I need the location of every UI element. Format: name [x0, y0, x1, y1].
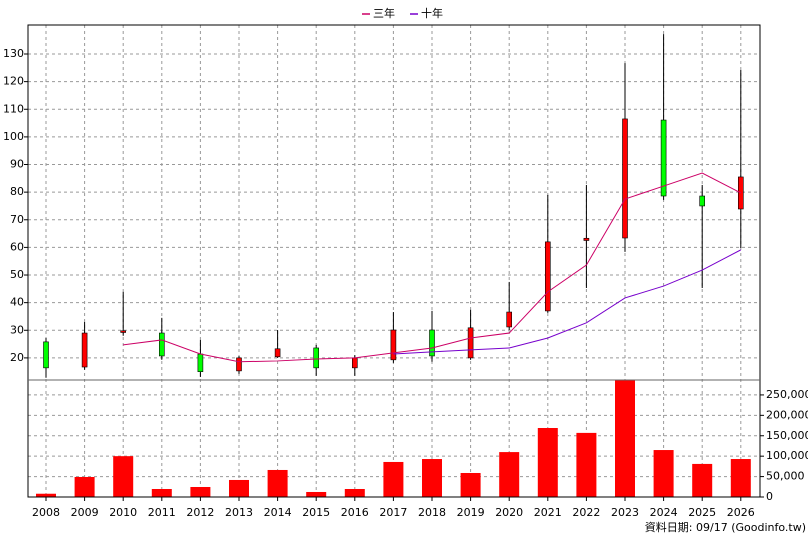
volume-bar: [730, 459, 751, 497]
y-tick-label: 250,000: [766, 388, 808, 401]
candle-body: [429, 329, 435, 357]
candle-body: [43, 341, 49, 369]
candle-body: [506, 311, 513, 328]
x-tick-label: 2024: [650, 506, 678, 519]
candle-body: [351, 357, 358, 369]
volume-bar: [74, 476, 95, 497]
y-tick-label: 80: [10, 185, 24, 198]
x-tick-label: 2023: [611, 506, 639, 519]
candle-body: [81, 332, 88, 368]
volume-bar: [267, 469, 288, 497]
x-tick-label: 2009: [71, 506, 99, 519]
x-tick-label: 2021: [534, 506, 562, 519]
volume-bar: [615, 380, 635, 497]
x-tick-label: 2013: [225, 506, 253, 519]
x-tick-label: 2010: [109, 506, 137, 519]
volume-bar: [499, 452, 520, 497]
volume-bar: [229, 479, 249, 497]
plot-frame: [27, 24, 761, 498]
source-note: 資料日期: 09/17 (Goodinfo.tw): [645, 520, 806, 534]
y-tick-label: 150,000: [766, 429, 808, 442]
x-tick-label: 2020: [495, 506, 523, 519]
candle-body: [313, 347, 320, 369]
y-tick-label: 70: [10, 213, 24, 226]
x-tick-label: 2017: [379, 506, 407, 519]
y-tick-label: 50,000: [766, 470, 805, 483]
candle-body: [467, 327, 474, 359]
x-tick-label: 2018: [418, 506, 446, 519]
volume-bar: [692, 463, 713, 497]
y-tick-label: 0: [766, 490, 773, 503]
candle-body: [390, 329, 397, 361]
y-tick-label: 100,000: [766, 449, 808, 462]
y-tick-label: 30: [10, 323, 24, 336]
x-tick-label: 2012: [186, 506, 214, 519]
volume-bar: [653, 450, 674, 497]
volume-bar: [422, 459, 442, 497]
y-tick-label: 50: [10, 268, 24, 281]
y-tick-label: 90: [10, 158, 24, 171]
x-tick-label: 2008: [32, 506, 60, 519]
candle-body: [159, 332, 165, 357]
ma-line: [123, 172, 742, 363]
candle-body: [660, 119, 667, 197]
x-tick-label: 2011: [148, 506, 176, 519]
y-tick-label: 200,000: [766, 408, 808, 421]
y-tick-label: 40: [10, 296, 24, 309]
volume-bar: [36, 493, 56, 497]
candle-body: [622, 118, 628, 239]
x-tick-label: 2022: [572, 506, 600, 519]
candle-body: [583, 237, 590, 241]
y-tick-label: 60: [10, 240, 24, 253]
legend-label: 十年: [421, 6, 443, 20]
y-tick-label: 110: [3, 102, 24, 115]
y-tick-label: 20: [10, 351, 24, 364]
volume-bar: [190, 486, 211, 497]
volume-bar: [537, 427, 558, 497]
candle-body: [544, 241, 551, 312]
volume-bar: [460, 472, 481, 497]
candle-body: [236, 357, 242, 372]
y-tick-label: 130: [3, 47, 24, 60]
x-tick-label: 2015: [302, 506, 330, 519]
x-tick-label: 2025: [688, 506, 716, 519]
ma-line: [393, 249, 742, 355]
candle-body: [197, 353, 204, 373]
candle-body: [274, 348, 281, 358]
x-tick-label: 2016: [341, 506, 369, 519]
legend-label: 三年: [373, 6, 395, 20]
x-tick-label: 2014: [264, 506, 292, 519]
volume-bar: [344, 488, 365, 497]
candle-body: [699, 195, 706, 207]
y-tick-label: 100: [3, 130, 24, 143]
x-tick-label: 2019: [457, 506, 485, 519]
volume-bar: [576, 432, 597, 497]
volume-bar: [151, 488, 172, 497]
x-tick-label: 2026: [727, 506, 755, 519]
y-tick-label: 120: [3, 75, 24, 88]
volume-bar: [383, 461, 404, 497]
volume-bar: [113, 456, 134, 497]
volume-bar: [306, 491, 327, 497]
candle-body: [120, 330, 126, 333]
